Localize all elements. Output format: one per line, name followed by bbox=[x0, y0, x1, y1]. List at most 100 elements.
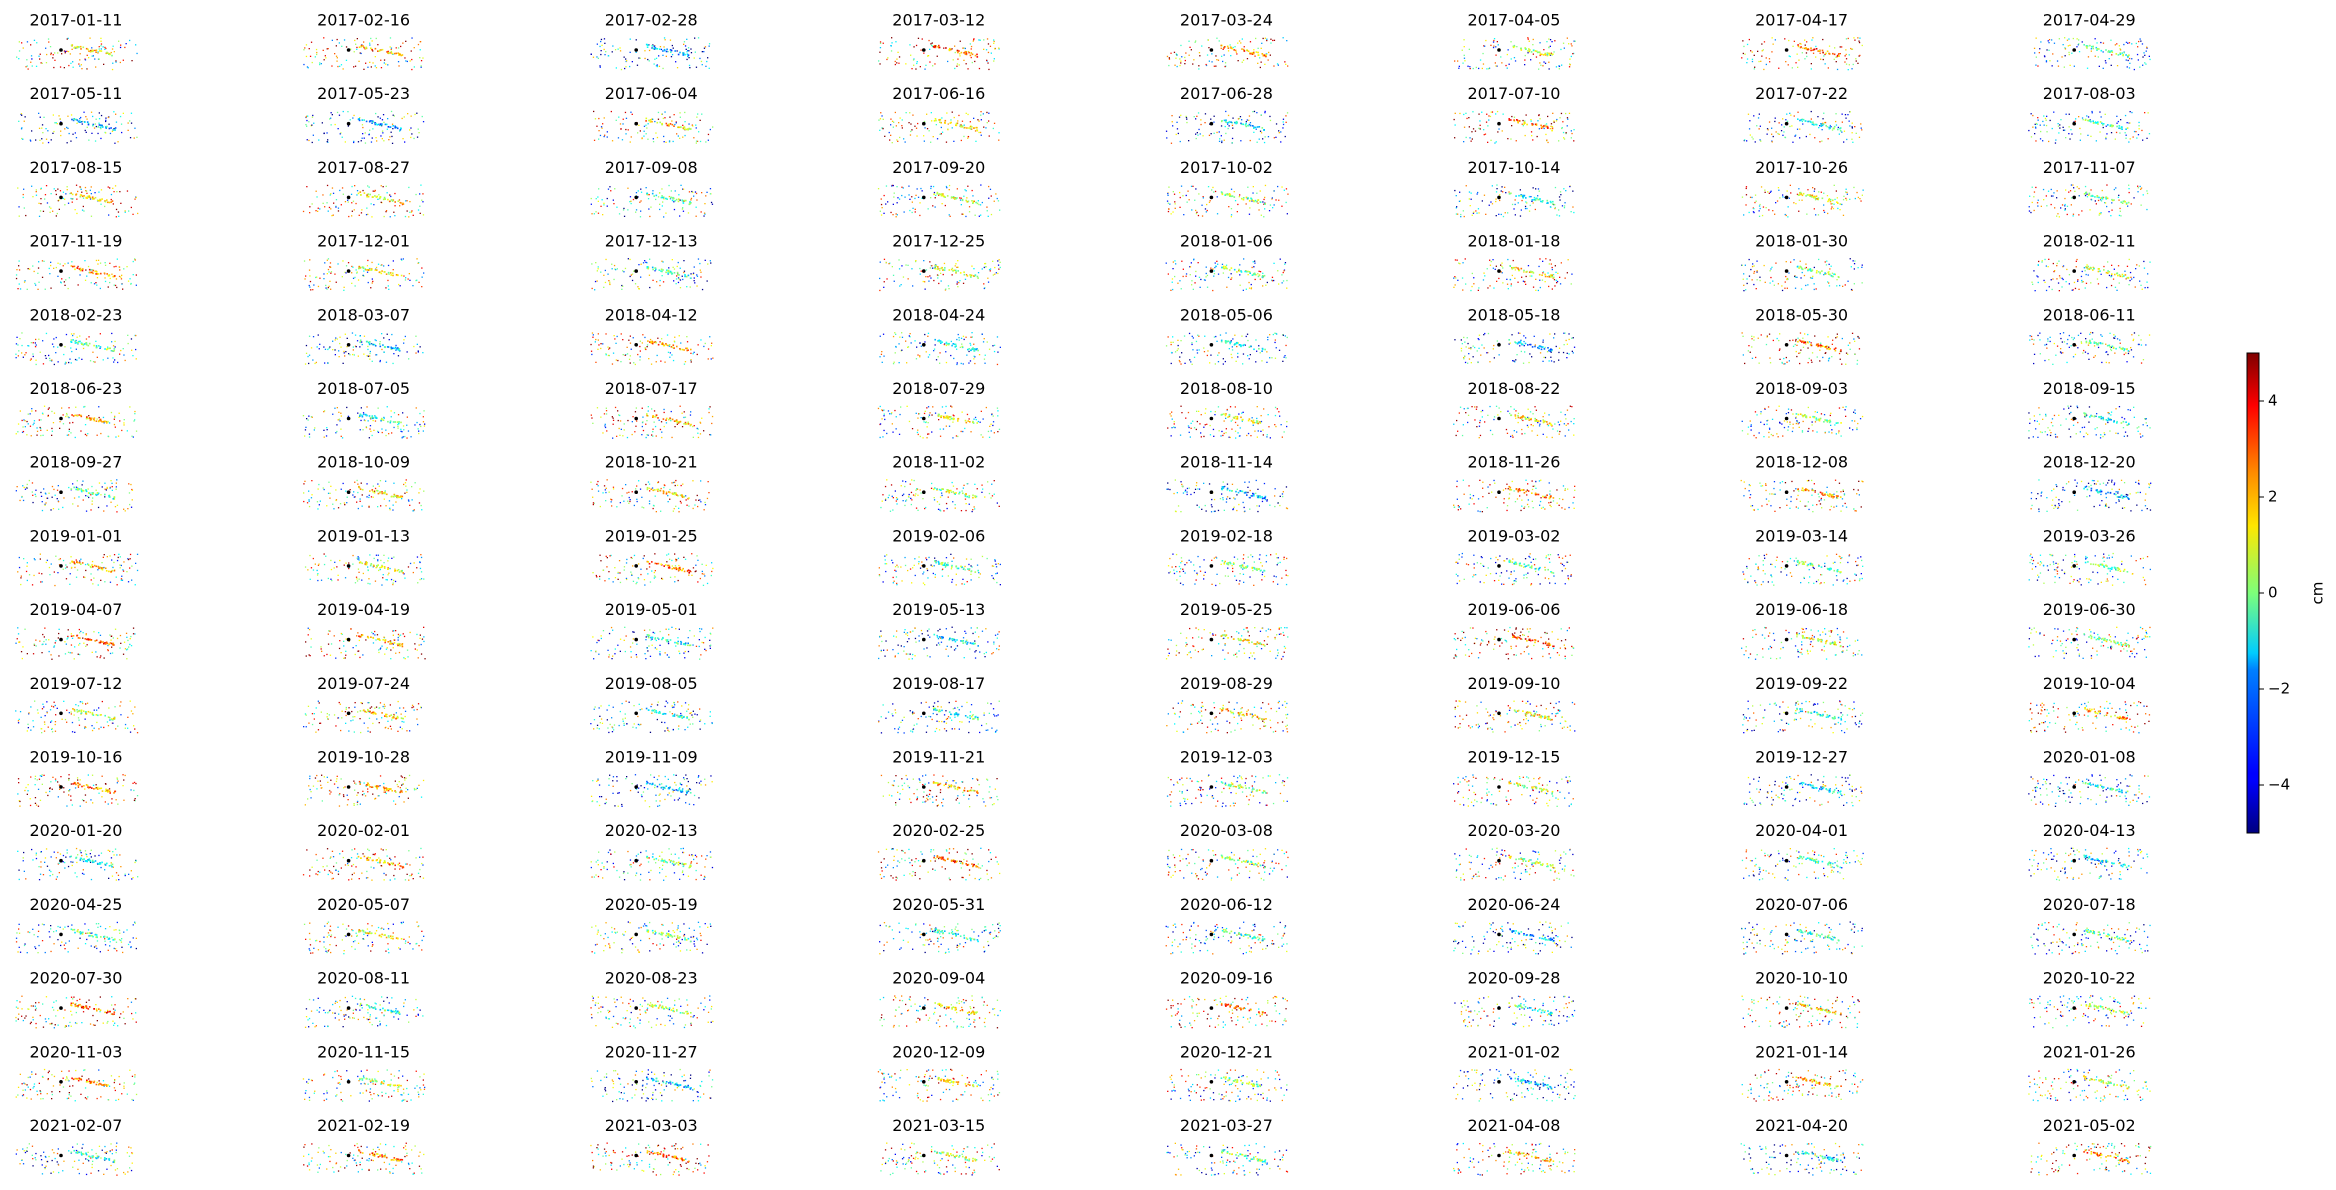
texture-dot bbox=[913, 64, 915, 66]
reference-point bbox=[922, 269, 926, 273]
texture-dot bbox=[2076, 186, 2078, 188]
texture-dot bbox=[323, 37, 325, 39]
texture-dot bbox=[1771, 127, 1773, 129]
texture-dot bbox=[76, 46, 78, 49]
texture-dot bbox=[2110, 284, 2113, 287]
texture-dot bbox=[1257, 202, 1259, 204]
texture-dot bbox=[1748, 211, 1750, 214]
texture-dot bbox=[600, 205, 602, 207]
texture-dot bbox=[933, 279, 935, 282]
texture-dot bbox=[2090, 189, 2092, 191]
texture-dot bbox=[132, 213, 134, 215]
texture-dot bbox=[923, 135, 925, 137]
texture-dot bbox=[2086, 45, 2089, 47]
texture-dot bbox=[1538, 68, 1540, 70]
texture-dot bbox=[919, 214, 921, 217]
texture-dot bbox=[1841, 121, 1843, 123]
texture-dot bbox=[644, 57, 646, 60]
texture-dot bbox=[35, 363, 37, 366]
texture-dot bbox=[308, 48, 310, 50]
texture-dot bbox=[2128, 188, 2130, 190]
texture-dot bbox=[901, 125, 903, 127]
texture-dot bbox=[42, 142, 44, 144]
texture-dot bbox=[1535, 123, 1538, 125]
texture-dot bbox=[1861, 44, 1863, 47]
texture-dot bbox=[100, 40, 102, 42]
texture-dot bbox=[983, 287, 985, 290]
texture-dot bbox=[672, 140, 674, 143]
texture-dot bbox=[95, 282, 97, 284]
texture-dot bbox=[2107, 261, 2109, 263]
texture-dot bbox=[665, 122, 668, 125]
texture-dot bbox=[15, 357, 17, 359]
texture-dot bbox=[1193, 59, 1195, 61]
texture-dot bbox=[2070, 184, 2073, 186]
texture-dot bbox=[1558, 65, 1560, 67]
texture-dot bbox=[343, 286, 345, 288]
texture-dot bbox=[109, 281, 111, 284]
texture-dot bbox=[1772, 210, 1774, 212]
texture-dot bbox=[1232, 46, 1234, 49]
texture-dot bbox=[1815, 271, 1818, 274]
texture-dot bbox=[59, 118, 61, 120]
texture-dot bbox=[1568, 43, 1570, 45]
texture-dot bbox=[330, 124, 332, 126]
texture-dot bbox=[328, 285, 330, 287]
texture-dot bbox=[961, 213, 963, 215]
texture-dot bbox=[65, 333, 68, 336]
texture-dot bbox=[68, 132, 70, 135]
texture-dot bbox=[1182, 275, 1184, 278]
texture-dot bbox=[998, 259, 1000, 261]
texture-dot bbox=[606, 205, 608, 207]
texture-dot bbox=[80, 188, 82, 190]
texture-dot bbox=[2128, 54, 2130, 56]
texture-dot bbox=[978, 39, 980, 41]
texture-dot bbox=[29, 139, 31, 141]
texture-dot bbox=[81, 269, 84, 272]
texture-dot bbox=[1813, 283, 1815, 285]
texture-dot bbox=[39, 116, 41, 118]
texture-dot bbox=[329, 280, 331, 282]
texture-dot bbox=[2056, 190, 2058, 192]
texture-dot bbox=[1783, 126, 1785, 128]
texture-dot bbox=[881, 207, 883, 209]
texture-dot bbox=[596, 56, 598, 58]
texture-dot bbox=[688, 64, 691, 67]
texture-dot bbox=[592, 56, 595, 58]
texture-dot bbox=[1831, 206, 1833, 208]
texture-dot bbox=[1464, 258, 1466, 260]
texture-dot bbox=[1753, 272, 1755, 274]
texture-dot bbox=[670, 271, 673, 274]
texture-dot bbox=[664, 49, 666, 52]
texture-dot bbox=[1800, 43, 1802, 45]
texture-dot bbox=[1195, 212, 1198, 215]
texture-dot bbox=[1831, 203, 1834, 205]
texture-dot bbox=[878, 119, 880, 121]
texture-dot bbox=[393, 115, 395, 117]
texture-dot bbox=[1745, 289, 1747, 291]
texture-dot bbox=[18, 41, 20, 43]
texture-dot bbox=[2098, 65, 2100, 67]
texture-dot bbox=[348, 215, 350, 218]
texture-dot bbox=[956, 122, 959, 125]
texture-dot bbox=[1844, 55, 1846, 57]
texture-dot bbox=[1551, 129, 1553, 132]
texture-dot bbox=[79, 59, 81, 61]
texture-dot bbox=[1805, 135, 1807, 138]
texture-dot bbox=[366, 207, 368, 209]
texture-dot bbox=[1462, 289, 1464, 291]
texture-dot bbox=[378, 50, 381, 52]
texture-dot bbox=[1813, 124, 1815, 126]
texture-dot bbox=[2083, 44, 2085, 46]
texture-dot bbox=[352, 266, 354, 268]
texture-dot bbox=[306, 139, 308, 141]
texture-dot bbox=[329, 346, 331, 348]
texture-dot bbox=[1555, 271, 1557, 273]
texture-dot bbox=[990, 213, 993, 216]
texture-dot bbox=[387, 126, 390, 128]
texture-dot bbox=[18, 206, 20, 208]
texture-dot bbox=[1782, 118, 1784, 120]
texture-dot bbox=[1264, 63, 1266, 65]
texture-dot bbox=[363, 41, 365, 43]
texture-dot bbox=[2103, 265, 2105, 268]
